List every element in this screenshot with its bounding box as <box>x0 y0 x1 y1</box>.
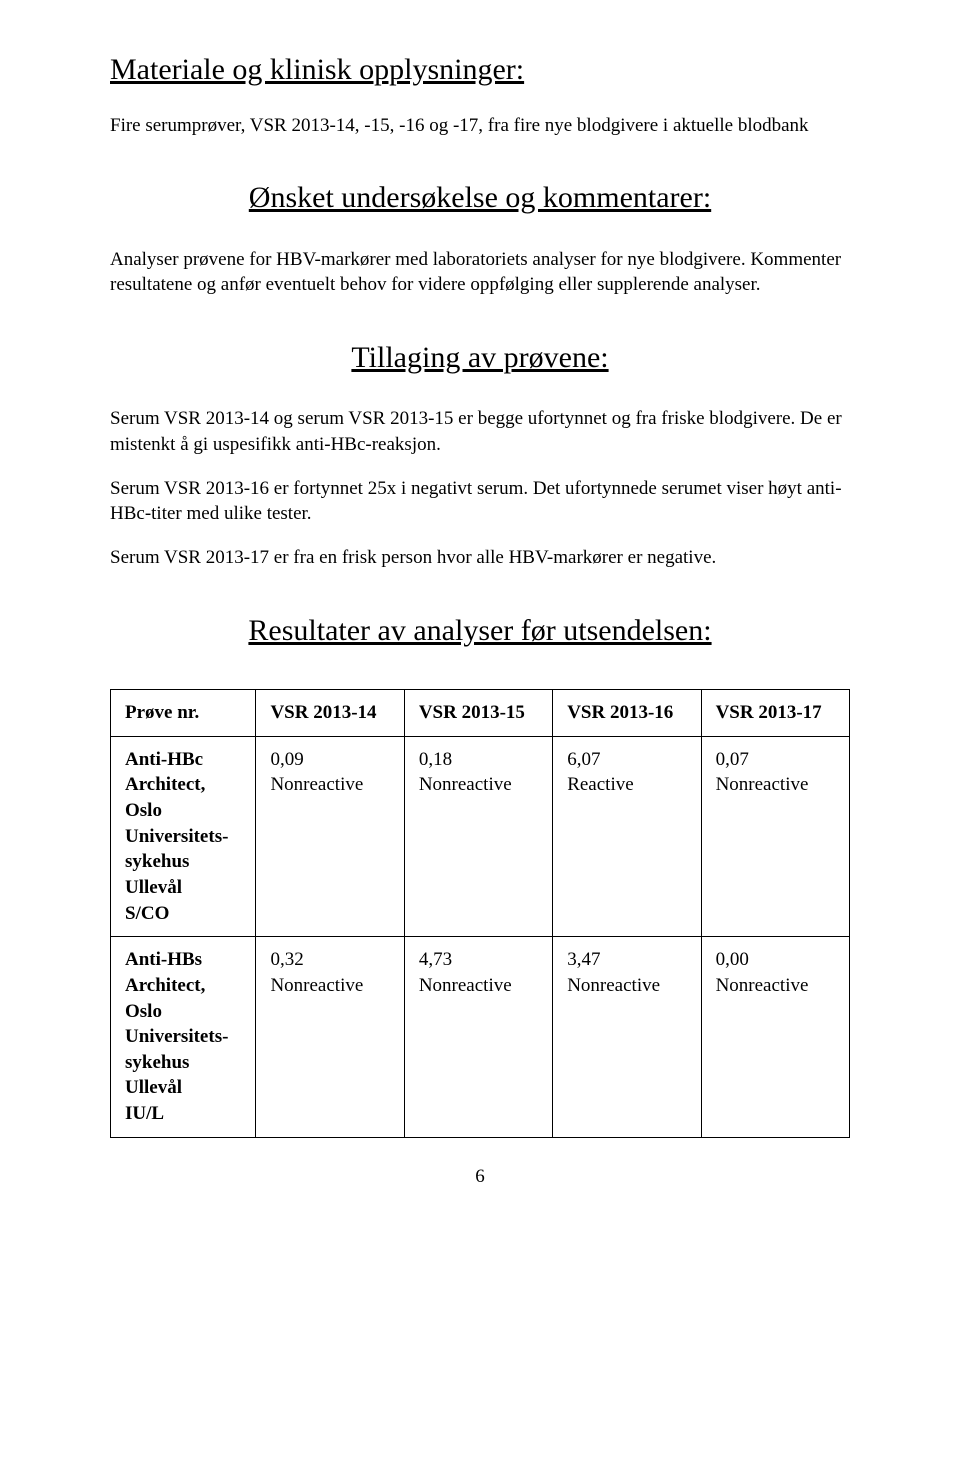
heading-materiale: Materiale og klinisk opplysninger: <box>110 50 850 91</box>
heading-resultater: Resultater av analyser før utsendelsen: <box>110 611 850 652</box>
table-header-row: Prøve nr. VSR 2013-14 VSR 2013-15 VSR 20… <box>111 690 850 737</box>
heading-onsket: Ønsket undersøkelse og kommentarer: <box>110 178 850 219</box>
table-cell: 0,18Nonreactive <box>404 736 552 936</box>
col-header: VSR 2013-15 <box>404 690 552 737</box>
table-cell: 4,73Nonreactive <box>404 937 552 1137</box>
col-header: VSR 2013-17 <box>701 690 849 737</box>
table-cell: 6,07Reactive <box>553 736 701 936</box>
para-onsket: Analyser prøvene for HBV-markører med la… <box>110 247 850 298</box>
table-row: Anti-HBsArchitect,OsloUniversitets-sykeh… <box>111 937 850 1137</box>
para-tillaging-2: Serum VSR 2013-16 er fortynnet 25x i neg… <box>110 476 850 527</box>
table-row: Anti-HBcArchitect,OsloUniversitets-sykeh… <box>111 736 850 936</box>
table-cell: 0,09Nonreactive <box>256 736 404 936</box>
page-number: 6 <box>110 1164 850 1190</box>
results-table: Prøve nr. VSR 2013-14 VSR 2013-15 VSR 20… <box>110 689 850 1138</box>
para-tillaging-3: Serum VSR 2013-17 er fra en frisk person… <box>110 545 850 571</box>
col-header: VSR 2013-16 <box>553 690 701 737</box>
col-header: VSR 2013-14 <box>256 690 404 737</box>
table-cell: 0,07Nonreactive <box>701 736 849 936</box>
row-header: Anti-HBcArchitect,OsloUniversitets-sykeh… <box>111 736 256 936</box>
para-materiale: Fire serumprøver, VSR 2013-14, -15, -16 … <box>110 113 850 139</box>
heading-tillaging: Tillaging av prøvene: <box>110 338 850 379</box>
table-cell: 0,00Nonreactive <box>701 937 849 1137</box>
row-header: Anti-HBsArchitect,OsloUniversitets-sykeh… <box>111 937 256 1137</box>
para-tillaging-1: Serum VSR 2013-14 og serum VSR 2013-15 e… <box>110 406 850 457</box>
table-cell: 0,32Nonreactive <box>256 937 404 1137</box>
table-cell: 3,47Nonreactive <box>553 937 701 1137</box>
col-header: Prøve nr. <box>111 690 256 737</box>
